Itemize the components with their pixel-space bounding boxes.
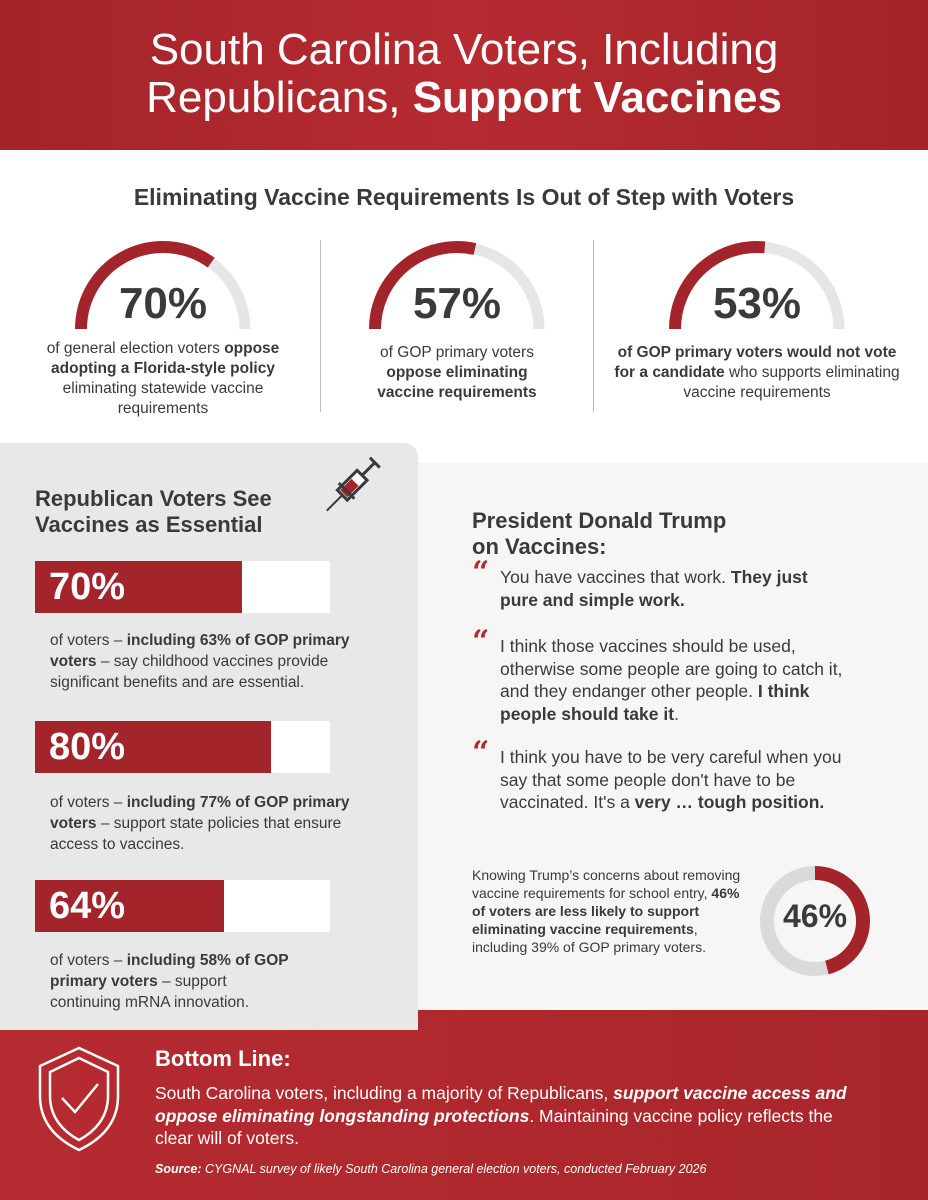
t: – support state policies that ensure acc… xyxy=(50,815,342,853)
gauge-value: 53% xyxy=(712,279,802,328)
ring-value: 46% xyxy=(782,898,848,934)
gauge-arc xyxy=(369,241,545,330)
bar-fill: 80% xyxy=(35,721,271,773)
t: South Carolina voters, including a major… xyxy=(155,1083,614,1103)
t: You have vaccines that work. xyxy=(500,567,731,587)
source-text: CYGNAL survey of likely South Carolina g… xyxy=(201,1162,707,1176)
syringe-icon xyxy=(326,456,381,512)
section-title: Eliminating Vaccine Requirements Is Out … xyxy=(133,184,795,210)
t: on Vaccines: xyxy=(472,534,607,559)
title-plain: Republicans, xyxy=(146,73,413,122)
gauge-text: of GOP primary voters oppose eliminating… xyxy=(326,343,588,403)
t-bold: of GOP primary voters would not vote for… xyxy=(614,344,897,381)
t-bold: including 77% of GOP primary voters xyxy=(50,794,350,832)
t-bold: 46% of voters are less likely to support… xyxy=(472,885,740,937)
bar-text: of voters – including 63% of GOP primary… xyxy=(50,630,390,693)
t: . xyxy=(674,703,679,724)
gauge-value: 70% xyxy=(118,279,208,328)
bottom-line-text: South Carolina voters, including a major… xyxy=(155,1082,875,1150)
t-bold: including 58% of GOP primary voters xyxy=(50,952,289,990)
gauge-2: 53% of GOP primary voters would not vote… xyxy=(612,235,902,403)
t-bold: I think people should take it xyxy=(500,681,810,724)
bottom-line-banner: Bottom Line: South Carolina voters, incl… xyxy=(0,1010,928,1200)
t: of GOP primary voters xyxy=(380,344,534,361)
bar-text: of voters – including 58% of GOP primary… xyxy=(50,950,300,1013)
knowing-text: Knowing Trump’s concerns about removing … xyxy=(472,866,752,956)
republican-title: Republican Voters See Vaccines as Essenti… xyxy=(35,486,272,538)
divider xyxy=(593,240,594,412)
gauge-fill xyxy=(669,241,766,330)
t: – support continuing mRNA innovation. xyxy=(50,973,250,1011)
t-bold: They just pure and simple work. xyxy=(500,567,808,610)
t-bold: including 63% of GOP primary voters xyxy=(50,632,350,670)
bar-0: 70% xyxy=(35,561,330,613)
t: who supports eliminating vaccine require… xyxy=(683,364,900,401)
quote-1: “ I think those vaccines should be used, … xyxy=(472,627,852,725)
t: of voters – xyxy=(50,952,127,969)
bar-2: 64% xyxy=(35,880,330,932)
t: I think those vaccines should be used, o… xyxy=(500,636,843,701)
t: . Maintaining vaccine policy reflects th… xyxy=(155,1105,833,1149)
t-bold: very … tough position. xyxy=(634,792,825,812)
title-bold: Support Vaccines xyxy=(412,73,782,122)
t-bold: support vaccine access and oppose elimin… xyxy=(155,1083,847,1126)
bar-fill: 70% xyxy=(35,561,242,613)
gauge-text: of general election voters oppose adopti… xyxy=(33,339,293,419)
quote-mark-icon: “ xyxy=(472,735,490,770)
gauge-value: 57% xyxy=(412,279,502,328)
t: of voters – xyxy=(50,632,127,649)
bottom-line-title: Bottom Line: xyxy=(155,1046,291,1071)
t: – say childhood vaccines provide signifi… xyxy=(50,653,329,691)
t: President Donald Trump xyxy=(472,508,727,533)
header-banner: South Carolina Voters, Including Republi… xyxy=(0,0,928,150)
t-bold: oppose eliminating vaccine requirements xyxy=(377,364,537,401)
t: I think you have to be very careful when… xyxy=(500,747,842,812)
gauge-arc xyxy=(75,241,251,330)
gauge-arc xyxy=(669,241,845,330)
quote-2: “ I think you have to be very careful whe… xyxy=(472,738,842,814)
t: Republican Voters See xyxy=(35,486,272,511)
title-line-1: South Carolina Voters, Including xyxy=(149,25,779,74)
quote-0: “ You have vaccines that work. They just … xyxy=(472,558,842,611)
gauge-fill xyxy=(369,241,477,330)
source-label: Source: xyxy=(155,1162,202,1176)
source: Source: CYGNAL survey of likely South Ca… xyxy=(155,1162,706,1176)
bar-fill: 64% xyxy=(35,880,224,932)
bar-text: of voters – including 77% of GOP primary… xyxy=(50,792,350,855)
shield-check-icon xyxy=(38,1046,120,1152)
t: Vaccines as Essential xyxy=(35,512,263,537)
gauge-0: 70% of general election voters oppose ad… xyxy=(33,235,293,419)
t: , including 39% of GOP primary voters. xyxy=(472,921,706,955)
t: Knowing Trump’s concerns about removing … xyxy=(472,867,741,901)
gauge-text: of GOP primary voters would not vote for… xyxy=(612,343,902,403)
gauge-fill xyxy=(75,241,215,330)
bar-1: 80% xyxy=(35,721,330,773)
ring-chart-46 xyxy=(760,866,870,976)
t: of voters – xyxy=(50,794,127,811)
divider xyxy=(320,240,321,412)
trump-title: President Donald Trump on Vaccines: xyxy=(472,508,726,560)
t-bold: oppose adopting a Florida-style policy xyxy=(51,340,280,377)
title-line-2: Republicans, Support Vaccines xyxy=(0,74,928,122)
gauge-1: 57% of GOP primary voters oppose elimina… xyxy=(326,235,588,403)
trump-panel xyxy=(418,463,928,1023)
t: of general election voters xyxy=(46,340,225,357)
quote-mark-icon: “ xyxy=(472,555,490,590)
ring-fill xyxy=(814,866,870,975)
t: eliminating statewide vaccine requiremen… xyxy=(62,380,264,417)
quote-mark-icon: “ xyxy=(472,624,490,659)
